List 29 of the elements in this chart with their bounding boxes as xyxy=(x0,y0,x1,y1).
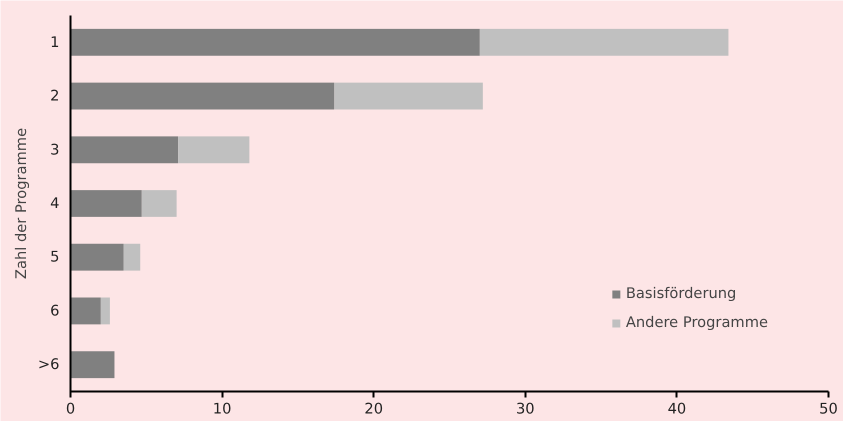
y-tick-label: 2 xyxy=(50,88,60,105)
bar xyxy=(334,82,483,110)
legend-label: Basisförderung xyxy=(626,285,736,302)
bar xyxy=(142,190,177,217)
bar xyxy=(70,298,101,324)
y-tick-label: 3 xyxy=(50,141,60,158)
x-tick-label: 0 xyxy=(66,400,76,418)
bar xyxy=(70,28,480,56)
bar xyxy=(480,28,728,56)
bar xyxy=(178,136,250,164)
bar xyxy=(70,136,178,164)
x-tick-label: 20 xyxy=(364,400,384,418)
x-tick-label: 30 xyxy=(516,400,535,418)
bar xyxy=(70,190,142,217)
bar xyxy=(70,82,334,110)
bar xyxy=(70,351,114,378)
y-tick-label: >6 xyxy=(38,356,60,374)
y-tick-label: 4 xyxy=(50,195,60,212)
y-tick-label: 5 xyxy=(50,248,60,266)
y-tick-label: 6 xyxy=(50,302,60,320)
y-tick-label: 1 xyxy=(50,34,60,51)
x-tick-label: 40 xyxy=(668,400,686,418)
x-tick-label: 10 xyxy=(212,400,232,418)
bar xyxy=(100,298,110,324)
x-tick-label: 50 xyxy=(819,400,838,418)
bar xyxy=(70,244,124,271)
legend-label: Andere Programme xyxy=(626,314,768,331)
y-axis-title: Zahl der Programme xyxy=(12,128,30,280)
bar xyxy=(124,244,140,271)
